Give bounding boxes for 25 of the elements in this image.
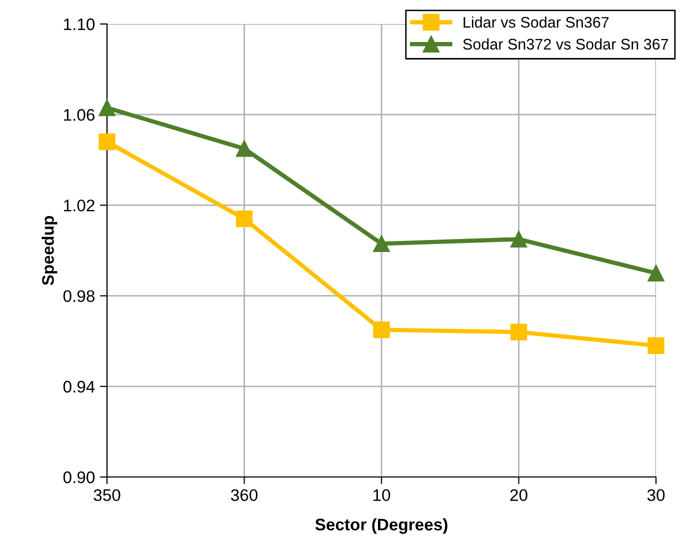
y-tick-label: 0.98 (63, 290, 94, 302)
x-tick-label: 20 (510, 489, 528, 502)
legend-label: Sodar Sn372 vs Sodar Sn 367 (463, 38, 668, 50)
point (373, 235, 390, 252)
point (373, 321, 390, 338)
y-axis-title: Speedup (42, 216, 58, 286)
y-tick-label: 0.94 (63, 380, 95, 393)
x-tick-label: 350 (94, 489, 120, 502)
point (648, 264, 664, 282)
x-tick-label: 30 (647, 489, 665, 502)
x-tick-label: 10 (374, 489, 390, 502)
y-tick-label: 1.06 (64, 109, 94, 121)
point (510, 324, 528, 340)
point (98, 133, 116, 150)
legend-label: Lidar vs Sodar Sn367 (464, 16, 609, 28)
point (648, 337, 664, 354)
y-tick-label: 1.02 (64, 200, 94, 212)
point (510, 230, 528, 248)
point (236, 210, 253, 228)
y-tick-label: 1.10 (64, 18, 95, 30)
point (98, 99, 116, 116)
x-axis-title: Sector (Degrees) (315, 518, 448, 534)
point (236, 140, 253, 157)
y-tick-label: 0.90 (63, 471, 95, 484)
x-tick-label: 360 (230, 489, 258, 502)
